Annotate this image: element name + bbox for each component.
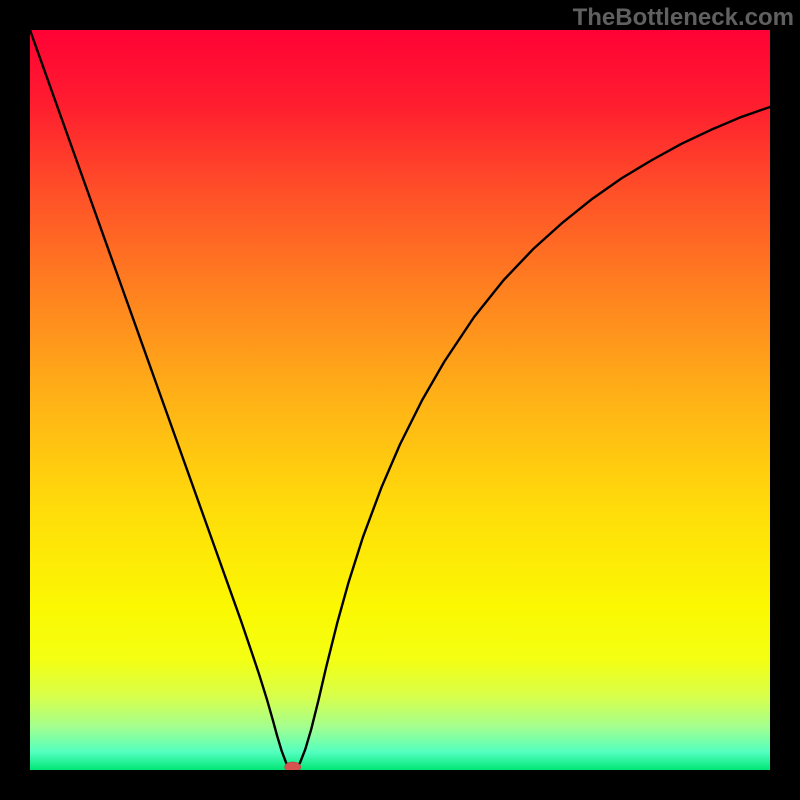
chart-svg xyxy=(30,30,770,770)
gradient-background xyxy=(30,30,770,770)
watermark-text: TheBottleneck.com xyxy=(573,4,794,32)
plot-area xyxy=(30,30,770,770)
optimum-marker xyxy=(285,762,301,770)
